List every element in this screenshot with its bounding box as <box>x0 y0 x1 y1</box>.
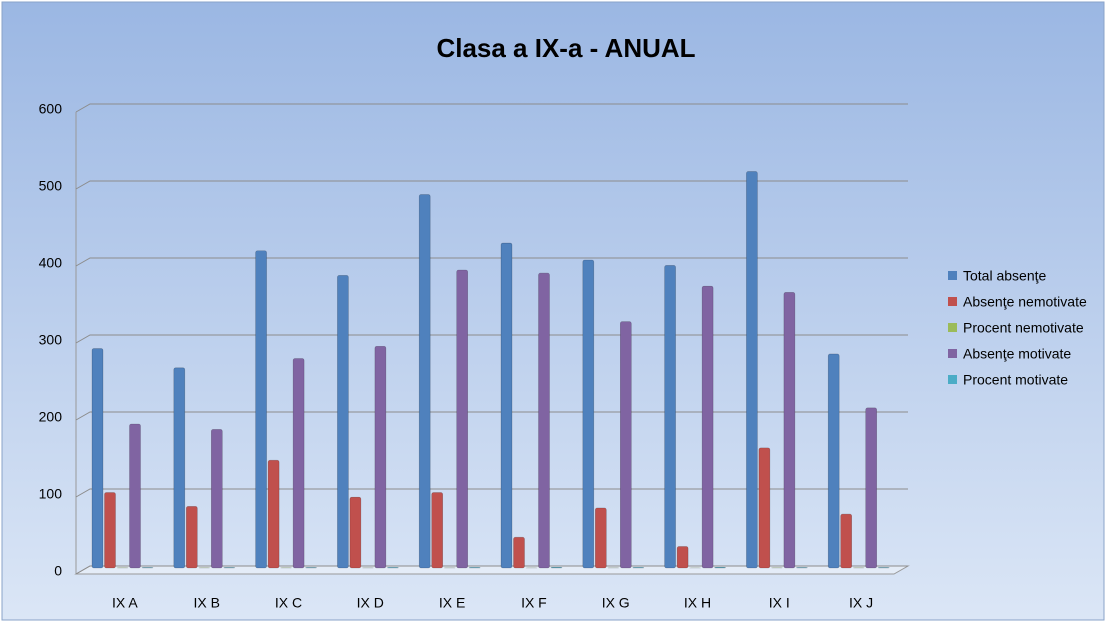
bar <box>468 567 481 569</box>
bar <box>374 345 387 569</box>
bar <box>827 353 840 569</box>
legend-swatch <box>948 349 957 358</box>
y-tick-label: 400 <box>39 255 63 271</box>
legend-swatch <box>948 323 957 332</box>
bar <box>186 506 198 569</box>
bar <box>594 507 607 569</box>
bar <box>796 567 808 569</box>
x-tick-label: IX C <box>275 595 302 611</box>
bar <box>619 321 632 569</box>
bar <box>500 242 513 569</box>
x-tick-label: IX G <box>602 595 630 611</box>
x-tick-label: IX A <box>112 595 138 611</box>
bar <box>758 447 771 569</box>
x-tick-label: IX D <box>357 595 384 611</box>
legend-label: Procent nemotivate <box>963 320 1084 336</box>
x-tick-label: IX H <box>684 595 711 611</box>
bar <box>349 496 362 569</box>
bar <box>550 567 563 569</box>
bar <box>223 567 236 569</box>
bar <box>337 275 349 569</box>
bar <box>538 272 550 569</box>
floor <box>74 565 910 575</box>
bar <box>173 367 186 569</box>
bar <box>129 423 141 569</box>
bar <box>701 285 714 569</box>
bar <box>865 407 878 569</box>
bar <box>632 567 645 569</box>
bar <box>714 567 726 569</box>
x-tick-label: IX E <box>439 595 465 611</box>
bar <box>746 171 758 569</box>
bar <box>292 358 305 569</box>
legend-swatch <box>948 375 957 384</box>
bar <box>582 259 595 569</box>
bar <box>305 567 317 569</box>
bar <box>840 513 853 569</box>
legend-label: Procent motivate <box>963 372 1068 388</box>
grid-line <box>75 488 908 498</box>
x-tick-label: IX I <box>769 595 790 611</box>
bar <box>211 429 223 569</box>
grid-line <box>75 565 908 575</box>
legend-label: Absenţe motivate <box>963 346 1071 362</box>
bar <box>783 292 796 569</box>
y-tick-label: 500 <box>39 178 63 194</box>
y-tick-label: 600 <box>39 101 63 117</box>
y-tick-label: 200 <box>39 409 63 425</box>
legend-label: Total absenţe <box>963 268 1046 284</box>
bar <box>418 194 431 569</box>
bar <box>513 536 525 569</box>
bar <box>267 459 280 569</box>
bar <box>91 348 104 569</box>
grid-line <box>75 334 908 344</box>
bar <box>387 567 399 569</box>
grid-line <box>75 180 908 190</box>
grid-line <box>75 257 908 267</box>
bar <box>255 250 267 569</box>
bar <box>104 492 116 569</box>
chart-title: Clasa a IX-a - ANUAL <box>436 33 695 63</box>
legend-label: Absenţe nemotivate <box>963 294 1087 310</box>
bar <box>456 269 469 569</box>
bar <box>141 567 154 569</box>
legend-swatch <box>948 297 957 306</box>
bar <box>664 265 676 569</box>
grid-line <box>75 103 908 113</box>
x-tick-label: IX F <box>521 595 547 611</box>
y-tick-label: 0 <box>54 563 62 579</box>
y-tick-label: 300 <box>39 332 63 348</box>
x-tick-label: IX J <box>849 595 873 611</box>
bar <box>877 567 890 569</box>
x-tick-label: IX B <box>193 595 219 611</box>
grid-line <box>75 411 908 421</box>
bar <box>431 492 444 569</box>
legend-swatch <box>948 271 957 280</box>
bar <box>676 546 689 569</box>
y-tick-label: 100 <box>39 486 63 502</box>
